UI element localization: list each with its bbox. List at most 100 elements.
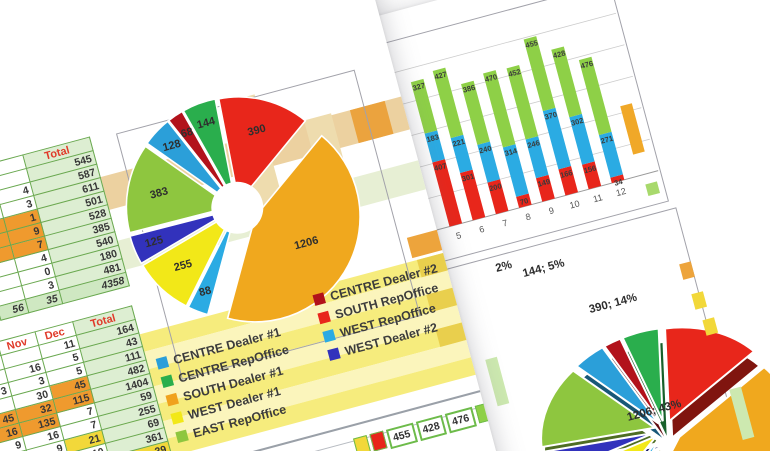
bar-segment (535, 174, 555, 202)
bar-segment (582, 161, 602, 190)
clipped-red-cell (369, 430, 388, 451)
bar-segment (502, 144, 529, 197)
pie-slice (540, 431, 655, 451)
bar-segment-label: 470 (484, 72, 498, 84)
bar-segment (569, 113, 595, 165)
x-axis-label: 6 (478, 224, 485, 235)
x-axis-label: 10 (568, 198, 580, 210)
bar-segment-label: 149 (537, 177, 551, 189)
bar-segment (424, 130, 445, 163)
bar-segment (450, 134, 473, 173)
bar-segment (551, 46, 582, 118)
bottom-data-cells-row: 455 428 476 (353, 399, 506, 451)
pie-slice (187, 212, 236, 316)
bar-segment-label: 327 (412, 81, 426, 93)
bar-segment (432, 67, 464, 139)
bar-segment-label: 34 (613, 177, 624, 188)
bar-segment-label: 166 (559, 168, 573, 180)
bar-segment (542, 107, 571, 170)
pie-slice-label: 88 (198, 284, 213, 299)
pie-slice (574, 346, 660, 425)
pie-slice-label: 255 (173, 258, 194, 274)
bar-segment (578, 56, 612, 136)
pie-slice (540, 369, 658, 449)
pie-slice (621, 327, 664, 422)
bar-segment (432, 159, 463, 227)
bar-segment (487, 179, 509, 215)
pie-slice (226, 134, 361, 323)
pie-slice (145, 120, 234, 205)
pie-slice-label: 2% (494, 259, 513, 275)
bar-segment (598, 131, 623, 178)
legend-swatch (165, 392, 179, 407)
legend-swatch (322, 329, 336, 343)
pie-slice (182, 98, 236, 203)
exploded-3d-pie-chart: 390; 14%1206; 43%2% 144; 5% (494, 257, 770, 451)
legend-swatch (155, 356, 170, 370)
bar-segment-label: 240 (478, 144, 492, 156)
data-cell: 476 (444, 406, 477, 434)
pie-slice-label: 144 (196, 115, 218, 132)
pie-slice-label: 128 (161, 138, 182, 154)
bar-segment (483, 70, 516, 148)
x-axis-label: 8 (524, 211, 531, 222)
legend-swatch (317, 310, 331, 325)
legend-swatch (170, 411, 184, 425)
legend-swatch (327, 347, 341, 361)
bar-segment-label: 302 (570, 116, 584, 128)
legend-swatch (160, 374, 175, 388)
bar-segment-label: 407 (433, 161, 447, 173)
bar-segment-label: 246 (526, 138, 540, 150)
legend-swatch (312, 292, 326, 306)
bar-segment-label: 221 (451, 137, 465, 149)
gridline (343, 12, 617, 103)
pie-slice (217, 96, 307, 204)
bar-segment (610, 174, 625, 184)
legend-swatch (175, 429, 189, 444)
bar-segment-label: 386 (462, 83, 476, 95)
bar-segment (410, 78, 438, 134)
data-cell: 455 (385, 422, 418, 450)
bar-segment-label: 452 (507, 67, 521, 79)
donut-hole (211, 181, 264, 234)
pie-slice (125, 145, 234, 234)
bar-segment (558, 166, 578, 196)
pie-slice (129, 209, 233, 265)
clipped-yellow-cell (353, 435, 372, 451)
x-axis-label: 7 (501, 218, 508, 229)
bar-segment (506, 65, 539, 140)
bar-segment-label: 183 (425, 132, 439, 144)
pie-slice (602, 337, 662, 423)
pie-slice (631, 365, 770, 451)
bar-segment (477, 141, 501, 183)
bar-segment-label: 476 (580, 59, 594, 71)
data-cell: 428 (415, 414, 448, 442)
pie-slice-label: 390 (246, 122, 267, 138)
bar-segment-label: 427 (433, 70, 447, 82)
pie-slice (141, 210, 236, 308)
bar-segment-label: 70 (519, 196, 529, 207)
bar-segment-label: 200 (488, 181, 502, 193)
bar-segment (525, 136, 549, 179)
pie-slice-label: 390; 14% (588, 292, 639, 316)
bar-segment-label: 428 (552, 48, 566, 60)
report-page-left: Total 545 4 587 3 611 1 501 9 528 7 385 4 540 0 180 3 481… (0, 69, 506, 451)
x-axis-label: 5 (455, 230, 462, 241)
pie-slice-label: 68 (180, 126, 195, 141)
bar-segment-label: 301 (461, 172, 475, 184)
bar-chart-frame (343, 0, 669, 292)
x-axis-label: 12 (615, 186, 627, 198)
bar-segment-label: 455 (524, 38, 538, 50)
x-axis-label: 9 (548, 205, 555, 216)
pie-slice (167, 110, 235, 204)
bar-segment-label: 271 (600, 134, 614, 146)
bar-segment (461, 80, 490, 145)
bar-segment-label: 156 (583, 163, 597, 175)
pie-slice-label: 144; 5% (521, 257, 565, 280)
x-axis-label: 11 (592, 192, 604, 204)
bar-segment-label: 314 (504, 146, 519, 158)
report-page-right: 407 183 327 5 301 221 427 6 200 240 386 7 70 314 470 8 1… (343, 0, 770, 451)
bar-segment (523, 36, 556, 112)
